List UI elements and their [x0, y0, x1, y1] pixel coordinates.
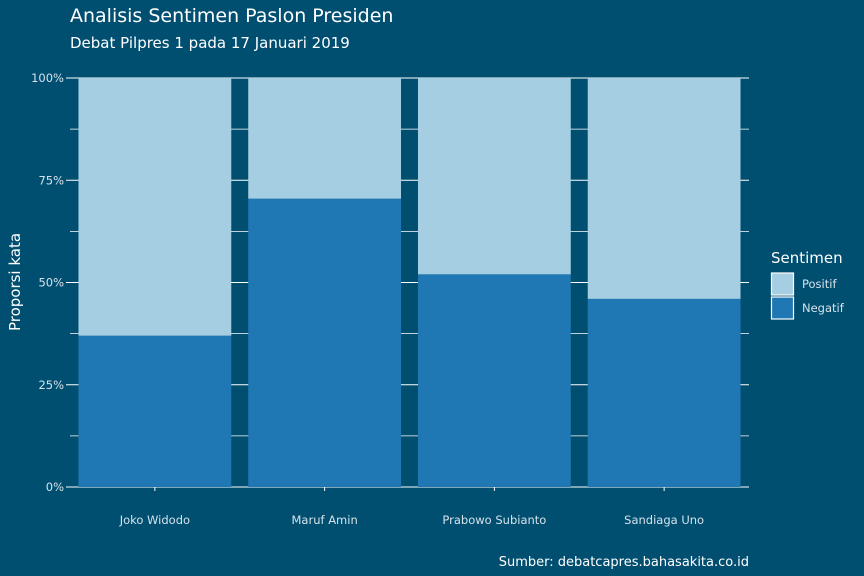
y-tick-label: 25%: [38, 378, 64, 392]
y-tick-label: 0%: [46, 480, 64, 494]
legend-label-positif: Positif: [802, 277, 837, 291]
bar-positif: [78, 78, 232, 336]
legend-swatch-negatif: [770, 296, 795, 320]
x-tick-label: Sandiaga Uno: [624, 513, 704, 527]
bar-positif: [417, 78, 571, 275]
y-tick-label: 50%: [38, 276, 64, 290]
legend-swatch-positif: [770, 272, 795, 296]
x-tick-label: Joko Widodo: [119, 513, 190, 527]
y-tick-label: 75%: [38, 173, 64, 187]
chart-title: Analisis Sentimen Paslon Presiden: [70, 5, 393, 27]
bar-negatif: [587, 298, 741, 487]
legend: Sentimen Positif Negatif: [770, 249, 845, 320]
y-axis: 0% 25% 50% 75% 100%: [31, 71, 70, 494]
chart-subtitle: Debat Pilpres 1 pada 17 Januari 2019: [70, 34, 350, 52]
bar-negatif: [248, 198, 402, 487]
bars-group: [78, 78, 741, 487]
x-tick-label: Maruf Amin: [292, 513, 358, 527]
bar-positif: [248, 78, 402, 199]
x-tick-label: Prabowo Subianto: [442, 513, 546, 527]
legend-label-negatif: Negatif: [802, 301, 845, 315]
y-axis-label: Proporsi kata: [6, 233, 24, 331]
bar-negatif: [78, 335, 232, 487]
bar-negatif: [417, 274, 571, 487]
bar-positif: [587, 78, 741, 299]
x-axis: Joko Widodo Maruf Amin Prabowo Subianto San…: [119, 487, 704, 527]
y-tick-label: 100%: [31, 71, 64, 85]
chart-caption: Sumber: debatcapres.bahasakita.co.id: [499, 555, 749, 570]
legend-title: Sentimen: [771, 249, 843, 267]
